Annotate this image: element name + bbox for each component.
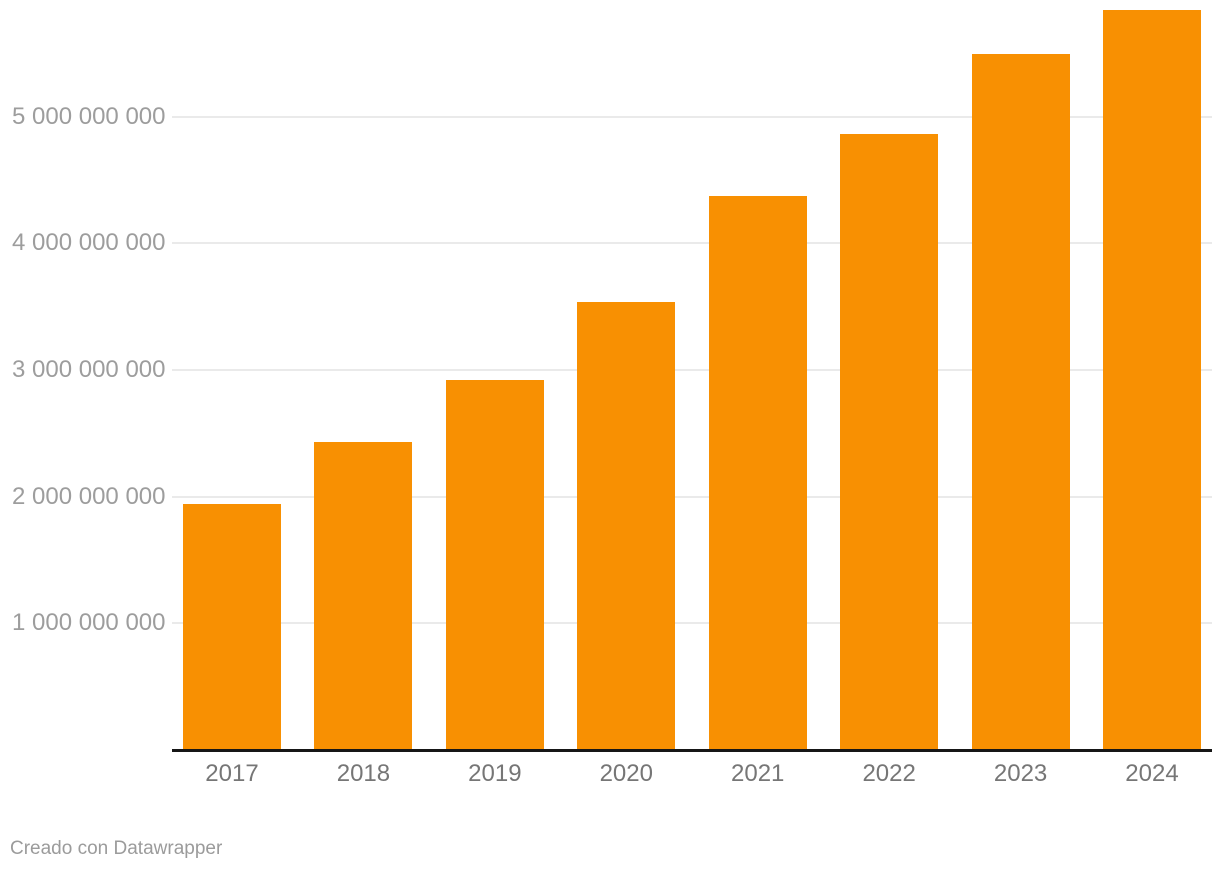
gridline-5000000000: [172, 115, 1212, 118]
y-tick-label: 3 000 000 000: [12, 355, 166, 383]
x-tick-label-2024: 2024: [1125, 760, 1179, 787]
bar-2024[interactable]: [1103, 10, 1201, 750]
y-tick-label: 2 000 000 000: [12, 482, 166, 510]
y-tick-label: 4 000 000 000: [12, 229, 166, 257]
x-tick-label-2023: 2023: [993, 760, 1048, 787]
y-tick-label: 1 000 000 000: [12, 609, 166, 637]
x-axis-line: [172, 749, 1212, 752]
gridline-4000000000: [172, 242, 1212, 245]
bar-2023[interactable]: [971, 54, 1070, 750]
gridline-3000000000: [172, 368, 1212, 371]
x-tick-label-2018: 2018: [336, 760, 391, 787]
gridline-2000000000: [172, 495, 1212, 498]
bar-2021[interactable]: [708, 196, 807, 750]
bar-2022[interactable]: [840, 134, 939, 750]
bar-2017[interactable]: [183, 504, 281, 750]
x-tick-label-2021: 2021: [731, 760, 785, 787]
x-tick-label-2017: 2017: [205, 760, 259, 787]
x-tick-label-2019: 2019: [468, 760, 522, 787]
gridline-1000000000: [172, 622, 1212, 625]
bar-2020[interactable]: [577, 301, 676, 750]
y-tick-label: 5 000 000 000: [12, 102, 166, 130]
x-tick-label-2022: 2022: [862, 760, 916, 787]
bar-2019[interactable]: [445, 380, 544, 750]
x-tick-label-2020: 2020: [599, 760, 653, 787]
datawrapper-credit[interactable]: Creado con Datawrapper: [10, 838, 223, 859]
bar-2018[interactable]: [314, 442, 413, 750]
